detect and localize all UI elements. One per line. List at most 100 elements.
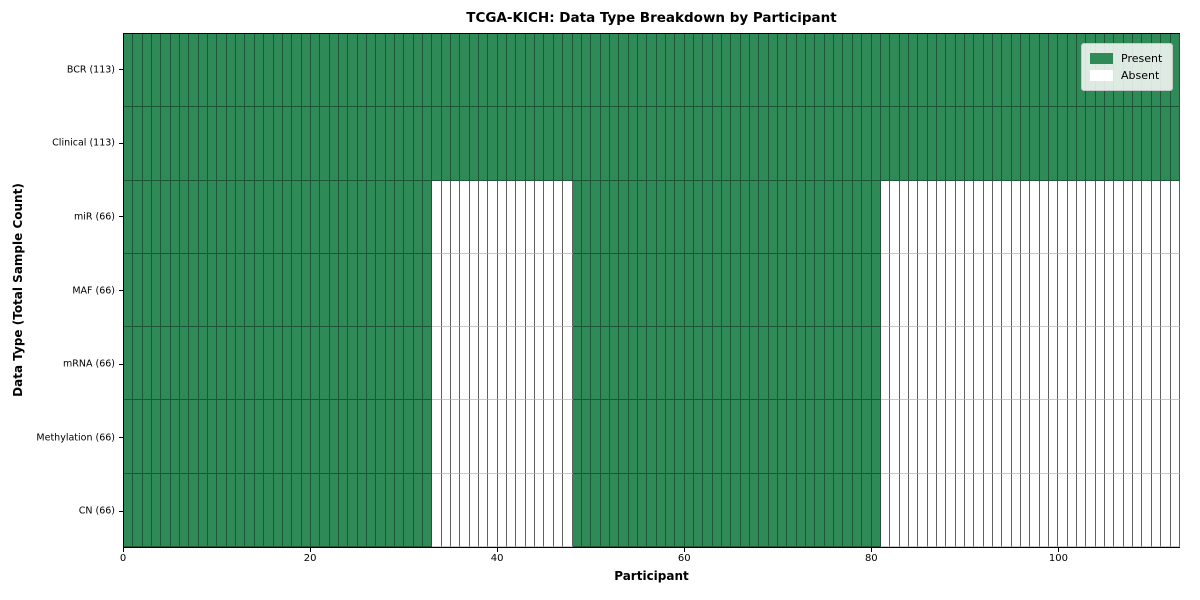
grid-cell <box>609 107 620 181</box>
grid-cell <box>899 253 909 328</box>
grid-cell <box>394 34 405 108</box>
grid-cell <box>161 400 171 474</box>
grid-cell <box>1142 107 1152 181</box>
grid-cell <box>497 180 508 254</box>
grid-cell <box>264 107 274 181</box>
grid-cell <box>740 107 751 181</box>
grid-cell <box>731 400 741 474</box>
grid-cell <box>394 107 405 181</box>
grid-cell <box>525 327 536 401</box>
grid-cell <box>479 473 489 547</box>
grid-cell <box>451 253 461 328</box>
grid-cell <box>824 473 835 547</box>
grid-cell <box>927 327 937 401</box>
grid-cell <box>619 253 629 328</box>
grid-cell <box>441 180 452 254</box>
grid-cell <box>413 327 423 401</box>
grid-cell <box>665 34 676 108</box>
grid-cell <box>964 34 975 108</box>
grid-cell <box>208 327 218 401</box>
grid-cell <box>992 34 1003 108</box>
grid-cell <box>675 473 685 547</box>
grid-cell <box>1142 327 1152 401</box>
grid-cell <box>890 327 900 401</box>
grid-cell <box>1011 34 1021 108</box>
grid-cell <box>423 400 433 474</box>
grid-cell <box>161 34 171 108</box>
grid-cell <box>796 473 807 547</box>
grid-cell <box>535 34 545 108</box>
grid-cell <box>843 34 853 108</box>
grid-cell <box>1058 34 1068 108</box>
grid-cell <box>544 400 554 474</box>
grid-cell <box>507 400 517 474</box>
grid-cell <box>992 327 1003 401</box>
grid-cell <box>806 400 816 474</box>
grid-cell <box>684 107 694 181</box>
grid-cell <box>703 107 713 181</box>
grid-cell <box>1011 473 1021 547</box>
grid-cell <box>843 180 853 254</box>
grid-cell <box>824 327 835 401</box>
grid-cell <box>675 400 685 474</box>
grid-cell <box>226 107 237 181</box>
grid-cell <box>357 107 367 181</box>
grid-cell <box>357 473 367 547</box>
grid-cell <box>581 180 592 254</box>
grid-cell <box>955 473 965 547</box>
grid-cell <box>142 180 153 254</box>
grid-cell <box>385 107 395 181</box>
grid-cell <box>1058 180 1068 254</box>
grid-cell <box>301 107 311 181</box>
grid-cell <box>1030 34 1040 108</box>
grid-cell <box>385 253 395 328</box>
grid-cell <box>628 327 638 401</box>
grid-cell <box>880 253 891 328</box>
grid-cell <box>142 253 153 328</box>
grid-cell <box>815 180 825 254</box>
grid-cell <box>1077 473 1087 547</box>
grid-cell <box>647 107 657 181</box>
grid-cell <box>357 180 367 254</box>
grid-cell <box>619 180 629 254</box>
grid-cell <box>152 180 162 254</box>
grid-cell <box>441 473 452 547</box>
grid-cell <box>553 473 564 547</box>
grid-cell <box>619 34 629 108</box>
grid-cell <box>423 253 433 328</box>
grid-cell <box>834 253 844 328</box>
grid-cell <box>927 253 937 328</box>
grid-cell <box>852 327 863 401</box>
grid-cell <box>1170 253 1180 328</box>
grid-cell <box>479 34 489 108</box>
grid-cell <box>329 107 339 181</box>
grid-cell <box>815 34 825 108</box>
grid-cell <box>301 180 311 254</box>
grid-cell <box>525 253 536 328</box>
grid-cell <box>581 107 592 181</box>
grid-cell <box>1161 180 1171 254</box>
grid-cell <box>385 180 395 254</box>
grid-cell <box>637 34 648 108</box>
grid-cell <box>843 107 853 181</box>
grid-cell <box>1114 327 1124 401</box>
y-tick-label: Clinical (113) <box>52 137 115 149</box>
grid-cell <box>675 34 685 108</box>
grid-cell <box>918 34 928 108</box>
grid-cell <box>525 473 536 547</box>
grid-cell <box>282 473 293 547</box>
grid-cell <box>1170 107 1180 181</box>
grid-cell <box>1142 253 1152 328</box>
grid-cell <box>778 180 788 254</box>
grid-cell <box>1002 107 1012 181</box>
grid-cell <box>507 327 517 401</box>
grid-cell <box>740 180 751 254</box>
grid-cell <box>974 327 984 401</box>
grid-cell <box>600 400 610 474</box>
grid-cell <box>198 107 209 181</box>
grid-cell <box>348 400 358 474</box>
grid-cell <box>992 107 1003 181</box>
grid-cell <box>563 34 573 108</box>
grid-cell <box>1067 473 1078 547</box>
grid-cell <box>806 180 816 254</box>
